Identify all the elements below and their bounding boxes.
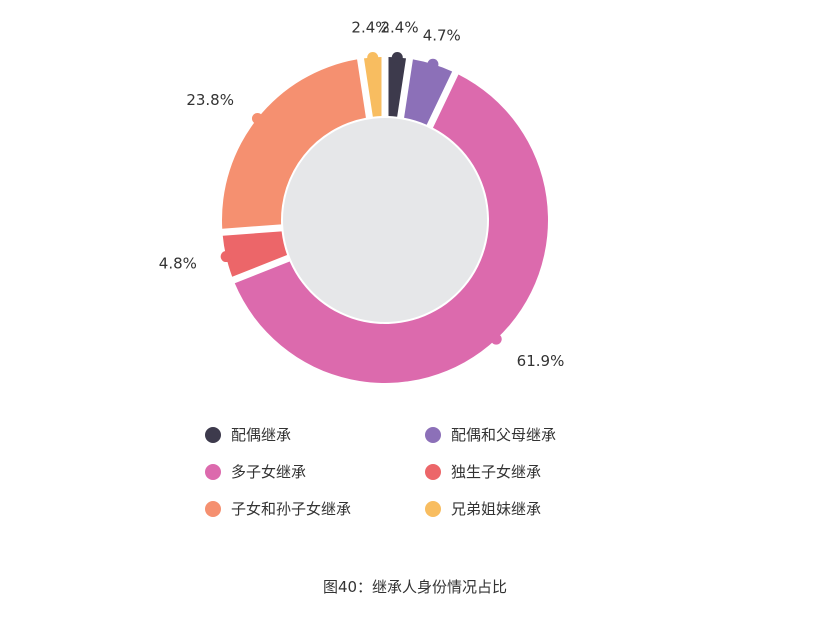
donut-slice — [222, 59, 366, 229]
slice-marker — [427, 58, 439, 70]
legend-label: 子女和孙子女继承 — [231, 500, 352, 518]
legend-item: 配偶和父母继承 — [425, 424, 645, 445]
legend-label: 独生子女继承 — [451, 463, 542, 481]
slice-marker — [367, 51, 379, 63]
donut-chart: 2.4% 4.7% 61.9% 4.8% 23.8% 2.4% — [159, 19, 565, 384]
legend-label: 多子女继承 — [231, 463, 307, 481]
data-label: 23.8% — [186, 91, 234, 109]
slice-marker — [490, 333, 502, 345]
donut-slice — [222, 231, 288, 277]
legend-swatch — [425, 426, 441, 443]
legend-item: 兄弟姐妹继承 — [425, 498, 645, 519]
donut-slice — [404, 59, 453, 125]
legend-swatch — [205, 500, 221, 517]
data-label: 4.8% — [159, 254, 197, 272]
donut-slice — [388, 57, 407, 117]
figure-caption: 图40：继承人身份情况占比 — [322, 578, 508, 596]
legend-swatch — [425, 463, 441, 480]
data-label: 61.9% — [517, 352, 565, 370]
data-label: 4.7% — [423, 27, 461, 45]
slice-marker — [251, 112, 263, 124]
slice-marker — [391, 51, 403, 63]
legend-label: 配偶和父母继承 — [451, 426, 557, 444]
legend-swatch — [425, 500, 441, 517]
donut-slice — [363, 57, 382, 117]
legend-item: 独生子女继承 — [425, 461, 645, 482]
donut-center — [283, 118, 487, 322]
legend-item: 多子女继承 — [205, 461, 425, 482]
slice-marker — [220, 251, 232, 263]
donut-slice — [234, 74, 548, 384]
legend-label: 配偶继承 — [231, 426, 292, 444]
legend-item: 子女和孙子女继承 — [205, 498, 425, 519]
data-label: 2.4% — [380, 19, 418, 37]
legend: 配偶继承 配偶和父母继承 多子女继承 独生子女继承 子女和孙子女继承 兄弟姐妹继… — [205, 424, 645, 519]
legend-swatch — [205, 426, 221, 443]
legend-swatch — [205, 463, 221, 480]
legend-label: 兄弟姐妹继承 — [451, 500, 542, 518]
data-label: 2.4% — [351, 19, 389, 37]
legend-item: 配偶继承 — [205, 424, 425, 445]
